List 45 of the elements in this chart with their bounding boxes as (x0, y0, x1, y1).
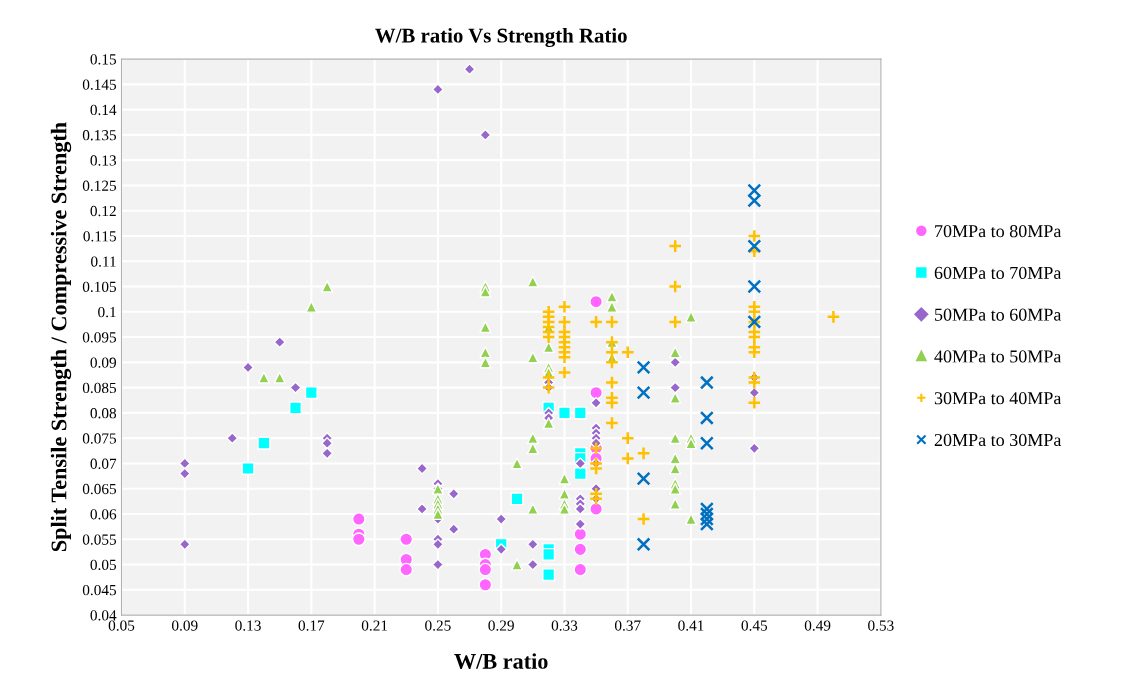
y-tick-label: 0.14 (90, 104, 117, 116)
y-tick-label: 0.04 (90, 610, 117, 621)
legend-label: 70MPa to 80MPa (935, 225, 1062, 238)
x-tick-label: 0.13 (235, 620, 261, 631)
y-tick-label: 0.1 (98, 306, 116, 318)
y-tick-label: 0.135 (82, 130, 117, 141)
y-tick-label: 0.15 (90, 54, 117, 65)
legend-label: 20MPa to 30MPa (934, 433, 1062, 447)
legend-label: 40MPa to 50MPa (934, 350, 1062, 363)
legend-label: 50MPa to 60MPa (935, 308, 1062, 321)
y-tick-label: 0.095 (82, 332, 117, 343)
y-tick-label: 0.075 (82, 433, 117, 444)
y-tick-label: 0.07 (90, 458, 117, 469)
y-tick-label: 0.05 (90, 559, 117, 571)
y-tick-label: 0.115 (83, 231, 117, 242)
y-tick-label: 0.13 (90, 155, 117, 166)
x-axis-title: W/B ratio (454, 653, 548, 669)
x-tick-label: 0.49 (804, 620, 831, 631)
y-tick-label: 0.145 (82, 79, 117, 90)
y-tick-label: 0.055 (82, 534, 117, 545)
y-axis-title: Split Tensile Strength / Compressive Strength (50, 122, 72, 552)
legend-label: 60MPa to 70MPa (934, 266, 1062, 280)
x-tick-label: 0.21 (361, 620, 388, 631)
x-tick-label: 0.17 (298, 620, 325, 631)
y-tick-label: 0.12 (90, 205, 116, 217)
x-tick-label: 0.45 (741, 620, 768, 631)
y-tick-label: 0.11 (91, 256, 116, 267)
y-tick-label: 0.105 (82, 281, 117, 293)
x-tick-label: 0.05 (108, 620, 135, 631)
x-tick-label: 0.53 (868, 620, 894, 631)
x-tick-label: 0.09 (172, 620, 198, 631)
chart-title: W/B ratio Vs Strength Ratio (375, 27, 627, 48)
y-tick-label: 0.045 (82, 584, 117, 596)
y-tick-label: 0.09 (90, 357, 117, 368)
y-tick-label: 0.085 (82, 382, 117, 394)
x-tick-label: 0.33 (551, 620, 578, 631)
y-tick-label: 0.08 (90, 408, 117, 419)
x-tick-label: 0.25 (425, 620, 451, 631)
y-tick-label: 0.06 (90, 509, 117, 520)
x-tick-label: 0.37 (614, 620, 641, 631)
y-tick-label: 0.065 (82, 483, 117, 495)
x-tick-label: 0.29 (488, 620, 514, 631)
x-tick-label: 0.41 (678, 620, 704, 631)
y-tick-label: 0.125 (82, 180, 117, 191)
legend-label: 30MPa to 40MPa (934, 392, 1062, 405)
